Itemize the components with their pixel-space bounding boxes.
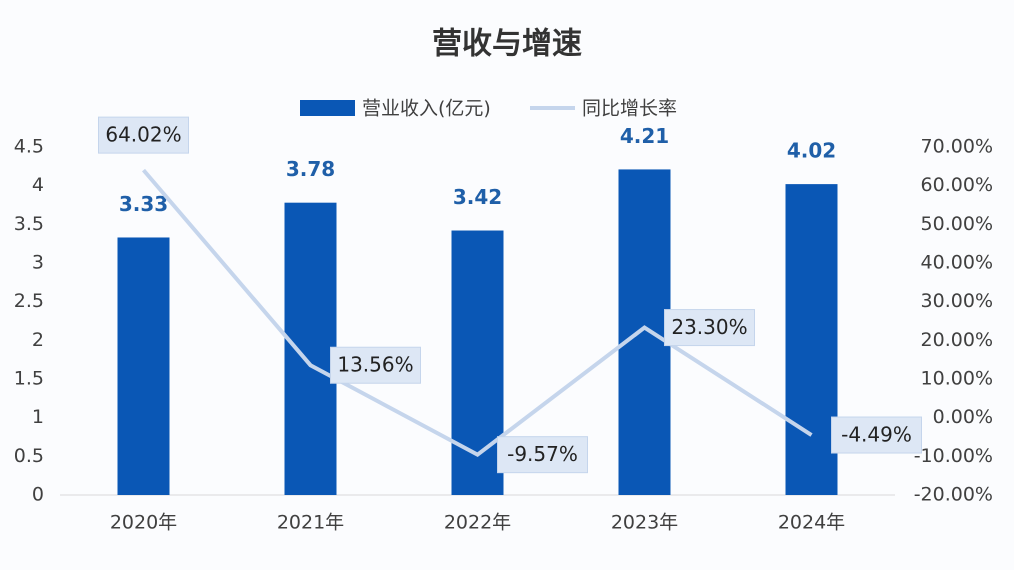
bar [117,237,170,496]
data-label-box [330,346,421,384]
y2-tick-label: 50.00% [921,213,993,235]
bar-value-label: 3.42 [453,185,502,209]
bar-value-label: 4.02 [787,139,836,163]
data-label-box [831,416,922,454]
bar [785,184,838,495]
y2-tick-label: -20.00% [914,484,993,506]
legend-label: 同比增长率 [582,98,677,120]
y-tick-label: 4 [32,174,44,196]
data-label-box [497,436,588,474]
line-value-label: 64.02% [105,123,181,147]
y2-tick-label: 10.00% [921,368,993,390]
y-tick-label: 0.5 [14,445,44,467]
line-value-label: -9.57% [507,442,578,466]
x-tick-label: 2022年 [444,512,511,534]
legend-swatch [300,100,355,116]
line-value-label: 13.56% [337,353,413,377]
y2-tick-label: 30.00% [921,290,993,312]
x-tick-label: 2021年 [277,512,344,534]
bar-value-label: 3.33 [119,192,168,216]
y-tick-label: 2.5 [14,290,44,312]
y-tick-label: 3.5 [14,213,44,235]
bar-value-label: 3.78 [286,157,335,181]
y2-tick-label: 70.00% [921,136,993,158]
x-tick-label: 2023年 [611,512,678,534]
bar [618,169,671,495]
y-tick-label: 2 [32,329,44,351]
line-value-label: 23.30% [671,315,747,339]
bar-value-label: 4.21 [620,124,669,148]
y-tick-label: 0 [32,484,44,506]
x-tick-label: 2020年 [110,512,177,534]
data-label-box [664,309,755,347]
line-value-label: -4.49% [841,423,912,447]
bar [284,202,337,495]
data-label-box [98,116,189,154]
x-tick-label: 2024年 [778,512,845,534]
y-tick-label: 1.5 [14,368,44,390]
y-tick-label: 3 [32,252,44,274]
y-tick-label: 1 [32,406,44,428]
chart-title: 营收与增速 [432,27,582,62]
y2-tick-label: 60.00% [921,174,993,196]
y2-tick-label: 20.00% [921,329,993,351]
y2-tick-label: 40.00% [921,252,993,274]
y-tick-label: 4.5 [14,136,44,158]
line [141,168,813,458]
bar [451,230,504,495]
y2-tick-label: -10.00% [914,445,993,467]
legend-label: 营业收入(亿元) [362,98,491,120]
y2-tick-label: 0.00% [933,406,993,428]
